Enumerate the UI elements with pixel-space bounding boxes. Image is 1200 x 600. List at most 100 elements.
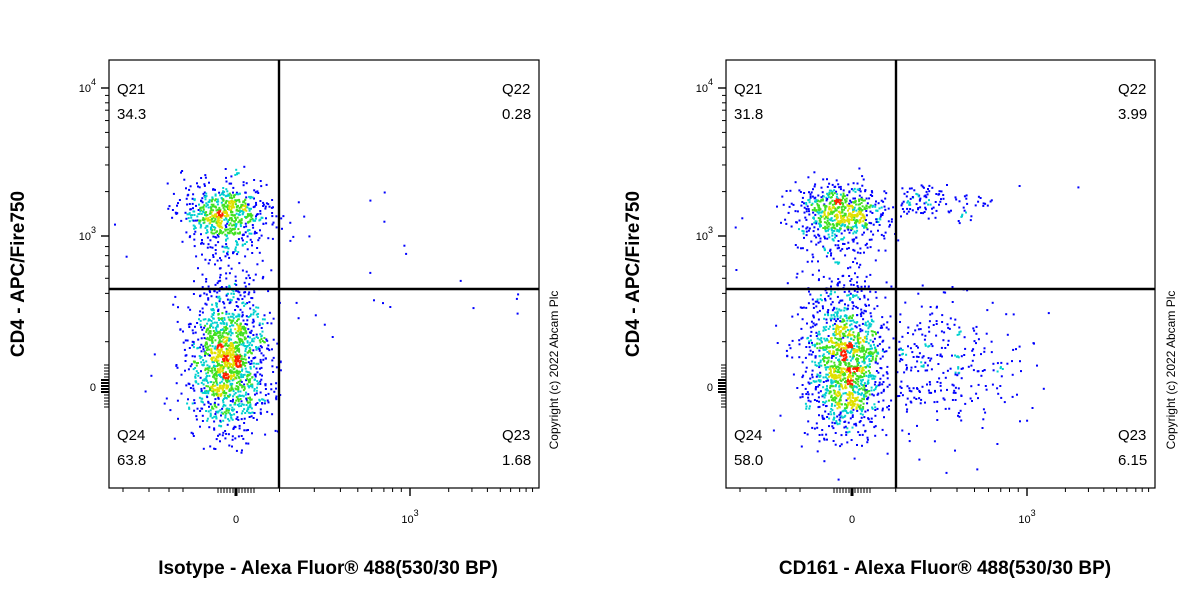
event-dot [235, 365, 238, 368]
event-dot [924, 334, 927, 337]
event-dot [233, 363, 236, 366]
event-dot [200, 224, 203, 227]
event-dot [870, 330, 873, 333]
event-dot [239, 334, 242, 337]
event-dot [847, 228, 850, 231]
event-dot [255, 346, 257, 348]
event-dot [818, 225, 821, 228]
event-dot [235, 301, 238, 304]
event-dot [929, 313, 932, 316]
event-dot [272, 206, 274, 209]
event-dot [917, 208, 919, 211]
event-dot [874, 203, 877, 206]
event-dot [203, 387, 206, 390]
event-dot [256, 383, 259, 386]
event-dot [224, 378, 227, 381]
event-dot [848, 352, 851, 354]
event-dot [944, 291, 947, 294]
event-dot [826, 351, 829, 353]
event-dot [872, 320, 875, 323]
event-dot [871, 205, 874, 208]
event-dot [824, 313, 826, 316]
event-dot [225, 310, 228, 313]
event-dot [917, 207, 920, 209]
event-dot [236, 354, 239, 357]
event-dot [874, 357, 877, 360]
event-dot [834, 401, 837, 404]
event-dot [850, 205, 853, 208]
event-dot [847, 421, 850, 424]
event-dot [215, 392, 218, 395]
event-dot [245, 397, 248, 400]
event-dot [213, 364, 216, 367]
event-dot [240, 339, 243, 342]
event-dot [923, 202, 926, 205]
event-dot [225, 329, 227, 332]
event-dot [832, 440, 835, 442]
event-dot [863, 353, 866, 356]
event-dot [224, 365, 227, 368]
event-dot [875, 348, 878, 351]
event-dot [866, 364, 869, 367]
event-dot [954, 449, 956, 452]
event-dot [214, 345, 217, 348]
event-dot [225, 325, 227, 328]
event-dot [249, 341, 252, 344]
event-dot [840, 380, 843, 383]
event-dot [861, 322, 864, 325]
event-dot [239, 325, 242, 328]
event-dot [227, 376, 230, 378]
event-dot [241, 239, 244, 242]
event-dot [818, 309, 821, 312]
event-dot [209, 409, 212, 412]
event-dot [248, 209, 251, 212]
event-dot [853, 423, 856, 426]
event-dot [879, 326, 882, 329]
event-dot [873, 351, 876, 354]
event-dot [204, 367, 207, 370]
event-dot [232, 204, 235, 207]
event-dot [245, 379, 248, 382]
event-dot [176, 366, 179, 369]
event-dot [860, 400, 863, 403]
event-dot [818, 333, 821, 336]
event-dot [874, 291, 877, 294]
event-dot [219, 355, 222, 358]
event-dot [956, 374, 959, 377]
event-dot [803, 211, 806, 214]
event-dot [211, 345, 214, 348]
event-dot [218, 390, 221, 393]
event-dot [863, 309, 866, 312]
event-dot [220, 340, 223, 343]
event-dot [847, 374, 850, 376]
event-dot [209, 370, 212, 373]
event-dot [190, 431, 193, 434]
event-dot [918, 199, 921, 202]
event-dot [246, 323, 249, 326]
event-dot [851, 394, 854, 397]
event-dot [210, 207, 213, 210]
event-dot [811, 202, 814, 205]
event-dot [935, 193, 938, 195]
event-dot [874, 425, 877, 428]
event-dot [841, 195, 844, 198]
event-dot [835, 190, 838, 193]
event-dot [228, 419, 231, 422]
event-dot [174, 211, 177, 214]
event-dot [848, 275, 851, 277]
event-dot [919, 322, 922, 325]
event-dot [848, 290, 851, 293]
event-dot [816, 202, 819, 205]
event-dot [257, 312, 260, 315]
event-dot [209, 445, 212, 448]
event-dot [253, 189, 256, 192]
event-dot [824, 339, 827, 342]
event-dot [785, 222, 788, 225]
event-dot [845, 219, 847, 222]
event-dot [890, 218, 893, 221]
event-dot [877, 229, 879, 232]
event-dot [516, 312, 519, 315]
event-dot [936, 419, 939, 421]
event-dot [219, 322, 222, 325]
event-dot [200, 361, 203, 364]
